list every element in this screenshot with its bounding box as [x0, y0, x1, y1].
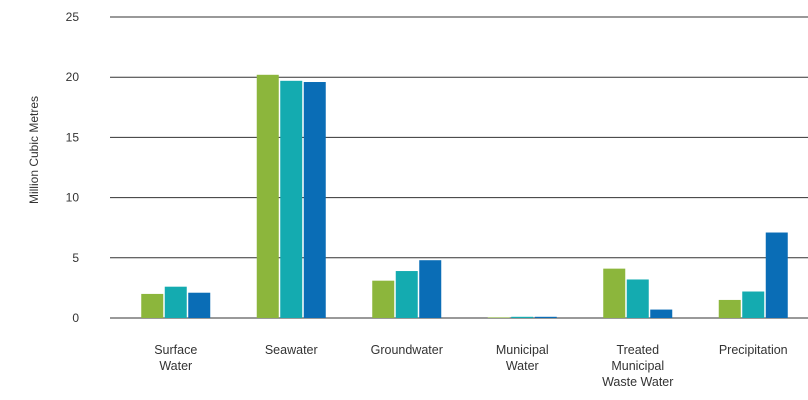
bar-3-series-0 [487, 317, 510, 318]
bar-0-series-2 [188, 292, 211, 318]
bar-2-series-2 [419, 260, 442, 318]
x-tick-label-line: Municipal [496, 343, 549, 357]
bar-4-series-0 [603, 268, 626, 318]
x-tick-label-1: Seawater [265, 343, 318, 357]
y-axis-title-wrap: Million Cubic Metres [22, 40, 46, 260]
x-tick-label-line: Groundwater [371, 343, 443, 357]
y-tick-label-25: 25 [66, 10, 80, 24]
y-tick-label-5: 5 [72, 251, 79, 265]
x-tick-label-2: Groundwater [371, 343, 443, 357]
bars [141, 74, 788, 319]
bar-3-series-2 [534, 316, 557, 318]
bar-5-series-0 [718, 299, 741, 318]
x-tick-label-5: Precipitation [719, 343, 788, 357]
bar-2-series-0 [372, 280, 395, 318]
x-tick-label-line: Treated [616, 343, 659, 357]
y-tick-labels: 0 5 10 15 20 25 [66, 10, 80, 325]
y-axis-title: Million Cubic Metres [27, 95, 41, 205]
bar-1-series-1 [280, 80, 303, 318]
x-tick-label-line: Surface [154, 343, 197, 357]
x-tick-label-line: Precipitation [719, 343, 788, 357]
y-tick-label-15: 15 [66, 130, 80, 144]
bar-2-series-1 [395, 271, 418, 318]
x-tick-label-line: Water [506, 359, 539, 373]
x-tick-label-line: Water [159, 359, 192, 373]
bar-4-series-2 [650, 309, 673, 318]
bar-1-series-2 [303, 82, 326, 319]
gridlines [110, 16, 808, 319]
y-tick-label-0: 0 [72, 311, 79, 325]
bar-0-series-0 [141, 293, 164, 318]
bar-3-series-1 [511, 316, 534, 318]
x-tick-labels: Surface Water Seawater Groundwater Municipal… [154, 343, 787, 389]
y-tick-label-10: 10 [66, 191, 80, 205]
y-tick-label-20: 20 [66, 70, 80, 84]
x-tick-label-line: Municipal [611, 359, 664, 373]
x-tick-label-line: Seawater [265, 343, 318, 357]
bar-4-series-1 [626, 279, 649, 318]
bar-0-series-1 [164, 286, 187, 318]
x-tick-label-3: Municipal Water [496, 343, 549, 373]
bar-1-series-0 [256, 74, 279, 319]
bar-5-series-1 [742, 291, 765, 318]
bar-5-series-2 [765, 232, 788, 318]
x-tick-label-0: Surface Water [154, 343, 197, 373]
x-tick-label-line: Waste Water [602, 375, 673, 389]
x-tick-label-4: Treated Municipal Waste Water [602, 343, 673, 389]
